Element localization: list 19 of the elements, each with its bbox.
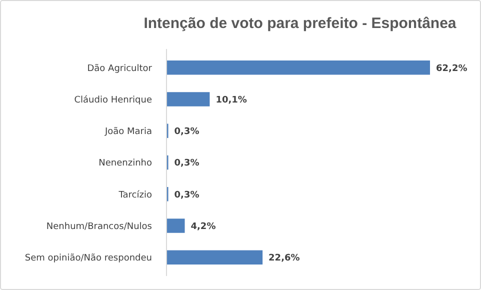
- y-tick-label: Nenenzinho: [98, 158, 152, 169]
- chart-title: Intenção de voto para prefeito - Espontânea: [144, 15, 457, 32]
- data-label: 0,3%: [174, 158, 200, 169]
- y-tick-label: João Maria: [104, 127, 152, 138]
- data-label: 0,3%: [174, 190, 200, 200]
- data-label: 4,2%: [190, 222, 216, 232]
- bar: [167, 92, 210, 106]
- bar: [167, 60, 430, 75]
- y-tick-label: Dão Agricultor: [87, 64, 152, 74]
- y-tick-label: Cláudio Henrique: [74, 94, 152, 106]
- bar: [167, 218, 185, 233]
- data-label: 62,2%: [436, 64, 468, 74]
- bar: [167, 250, 263, 265]
- y-tick-label: Sem opinião/Não respondeu: [24, 254, 152, 264]
- y-tick-label: Tarcízio: [118, 189, 152, 200]
- data-label: 0,3%: [174, 127, 200, 138]
- y-tick-label: Nenhum/Brancos/Nulos: [46, 222, 152, 232]
- data-label: 10,1%: [216, 95, 247, 106]
- data-label: 22,6%: [268, 254, 300, 264]
